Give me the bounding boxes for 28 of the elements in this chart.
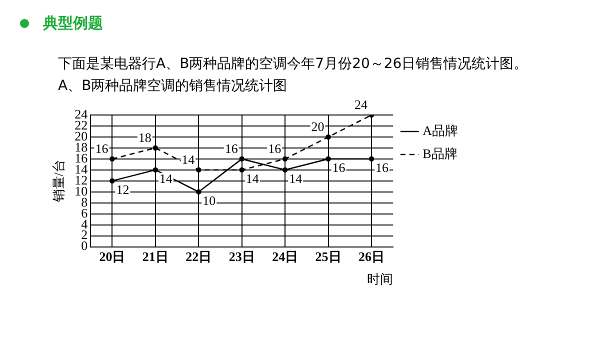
x-tick-label: 21日 [142,248,168,264]
y-axis-title: 销量/台 [51,160,66,204]
data-label: 18 [138,130,152,145]
data-label: 16 [224,140,238,156]
data-label: 14 [289,170,303,186]
data-label: 16 [376,160,390,175]
x-tick-label: 23日 [228,248,255,264]
legend-label: B品牌 [422,146,458,161]
chart-title: 下面是某电器行A、B两种品牌的空调今年7月份20～26日销售情况统计图。 [58,55,529,74]
data-label: 14 [182,152,196,167]
data-label: 24 [354,96,368,112]
x-tick-label: 26日 [358,248,385,264]
data-label: 14 [159,170,173,186]
chart-subtitle: A、B两种品牌空调的销售情况统计图 [58,77,288,96]
text: 典型例题 [43,14,103,33]
data-label: 16 [95,140,109,156]
legend-label: A品牌 [422,122,458,138]
data-label: 16 [332,160,346,175]
x-tick-label: 25日 [315,248,342,264]
data-label: 12 [116,182,130,197]
x-tick-label: 24日 [272,248,298,264]
x-tick-label: 22日 [186,248,212,264]
data-label: 16 [268,140,282,156]
data-label: 20 [311,118,324,134]
x-axis-title: 时间 [367,272,394,287]
x-tick-label: 20日 [99,248,126,264]
data-label: 10 [202,192,216,208]
data-label: 14 [246,170,260,186]
